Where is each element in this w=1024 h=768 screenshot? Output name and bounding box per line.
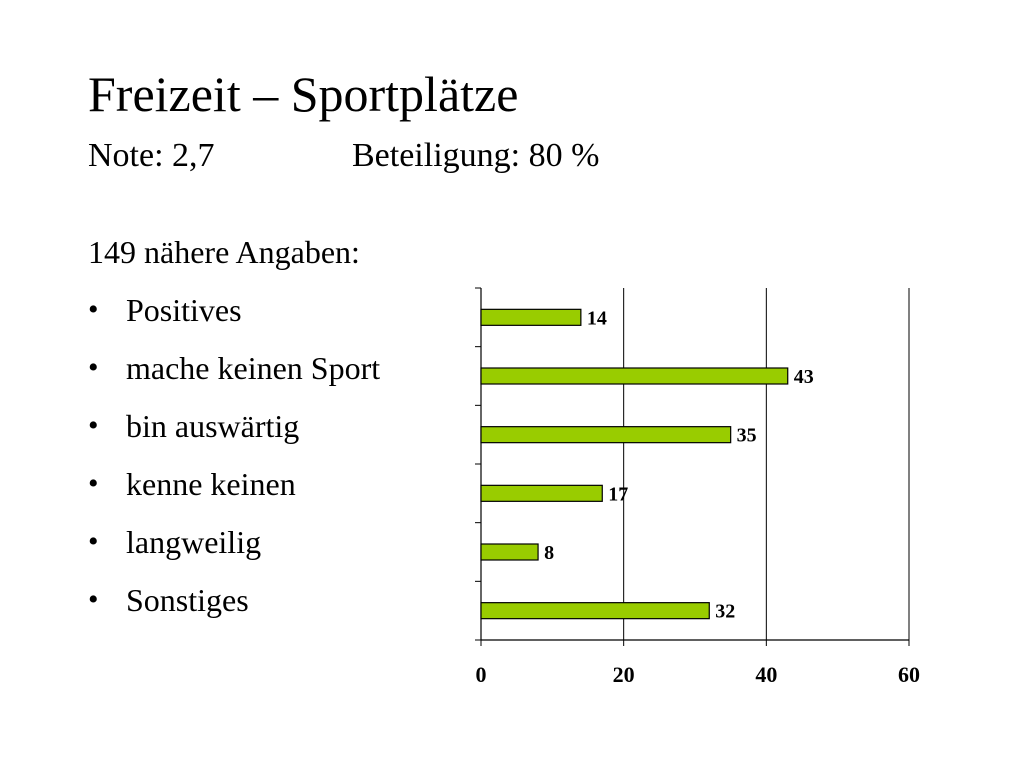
bullet-icon: • <box>88 351 99 384</box>
slide-title: Freizeit – Sportplätze <box>88 66 519 122</box>
list-item-label: mache keinen Sport <box>126 350 381 386</box>
bar <box>480 543 539 561</box>
bullet-icon: • <box>88 525 99 558</box>
x-tick-label: 40 <box>755 662 777 687</box>
bar-value-label: 35 <box>737 425 757 447</box>
bar <box>480 602 710 620</box>
list-item-label: Positives <box>126 292 242 328</box>
bullet-icon: • <box>88 583 99 616</box>
bar-value-label: 32 <box>715 601 735 623</box>
bar-value-label: 8 <box>544 542 554 564</box>
bar <box>480 367 789 385</box>
list-item-label: kenne keinen <box>126 466 296 502</box>
bullet-icon: • <box>88 293 99 326</box>
participation-rate: Beteiligung: 80 % <box>352 137 600 174</box>
bullet-icon: • <box>88 409 99 442</box>
list-item-label: bin auswärtig <box>126 408 300 444</box>
grade-note: Note: 2,7 <box>88 137 215 174</box>
list-item-label: langweilig <box>126 524 262 560</box>
bar-value-label: 43 <box>794 366 814 388</box>
list-item-label: Sonstiges <box>126 582 249 618</box>
bar-value-label: 17 <box>608 483 628 505</box>
x-tick-label: 60 <box>898 662 920 687</box>
bar <box>480 484 603 502</box>
bullet-icon: • <box>88 467 99 500</box>
bar <box>480 426 732 444</box>
x-tick-label: 0 <box>476 662 487 687</box>
details-count: 149 nähere Angaben: <box>88 234 360 270</box>
subtitle: Note: 2,7 Beteiligung: 80 % <box>88 136 599 176</box>
bar <box>480 308 582 326</box>
bar-value-label: 14 <box>587 307 607 329</box>
x-tick-label: 20 <box>613 662 635 687</box>
